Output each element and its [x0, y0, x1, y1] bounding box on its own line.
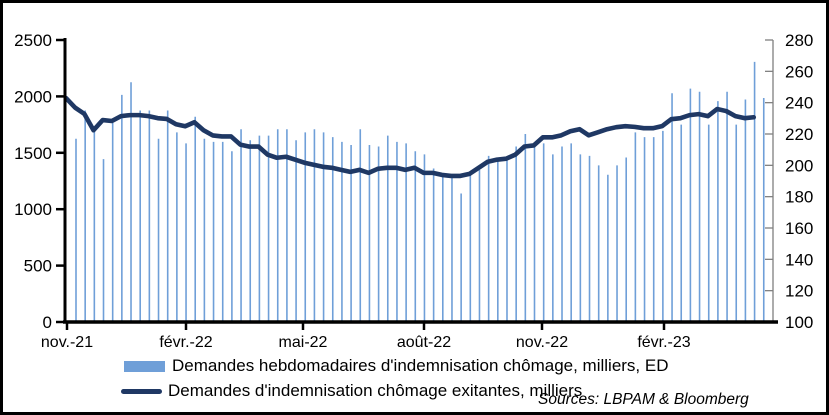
svg-text:1000: 1000: [14, 200, 52, 219]
svg-text:août-22: août-22: [397, 334, 451, 351]
legend-label-continuing-claims: Demandes d'indemnisation chômage exitant…: [168, 381, 583, 400]
legend-item-weekly-claims: Demandes hebdomadaires d'indemnisation c…: [124, 356, 669, 376]
svg-text:nov.-22: nov.-22: [516, 334, 568, 351]
line-swatch: [121, 388, 162, 394]
svg-text:280: 280: [785, 31, 813, 50]
svg-text:180: 180: [785, 188, 813, 207]
bar-swatch: [124, 360, 165, 372]
svg-text:260: 260: [785, 62, 813, 81]
svg-text:240: 240: [785, 94, 813, 113]
svg-text:220: 220: [785, 125, 813, 144]
source-note: Sources: LBPAM & Bloomberg: [538, 391, 749, 408]
svg-text:mai-22: mai-22: [279, 334, 328, 351]
svg-text:200: 200: [785, 156, 813, 175]
svg-text:2000: 2000: [14, 87, 52, 106]
svg-text:févr.-23: févr.-23: [637, 334, 690, 351]
svg-text:120: 120: [785, 282, 813, 301]
svg-text:100: 100: [785, 313, 813, 332]
svg-text:1500: 1500: [14, 144, 52, 163]
svg-text:nov.-21: nov.-21: [41, 334, 93, 351]
svg-text:2500: 2500: [14, 31, 52, 50]
legend-label-weekly-claims: Demandes hebdomadaires d'indemnisation c…: [172, 356, 669, 375]
svg-text:160: 160: [785, 219, 813, 238]
svg-text:500: 500: [24, 257, 52, 276]
svg-text:0: 0: [43, 313, 52, 332]
legend-item-continuing-claims: Demandes d'indemnisation chômage exitant…: [121, 381, 582, 401]
svg-text:140: 140: [785, 250, 813, 269]
svg-text:févr.-22: févr.-22: [159, 334, 212, 351]
